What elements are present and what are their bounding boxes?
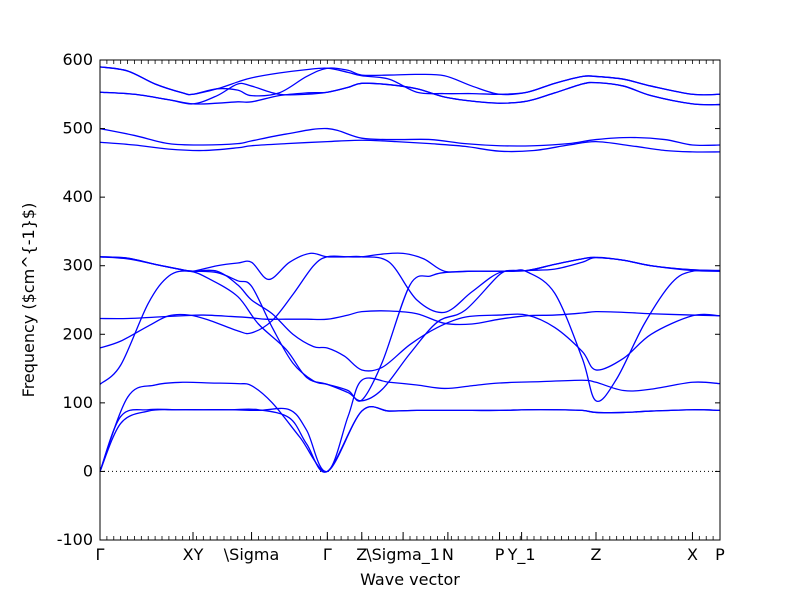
band-line-4 [99,269,721,402]
y-tick-label: 600 [62,50,93,69]
x-tick-label: P [715,545,725,564]
y-tick-label: -100 [57,530,93,549]
y-tick-label: 0 [83,461,93,480]
x-tick-label: \Sigma [224,545,280,564]
band-line-11 [99,127,721,147]
y-tick-label: 400 [62,187,93,206]
y-tick-label: 300 [62,256,93,275]
x-tick-label: Y_1 [507,545,536,565]
y-tick-labels: -100 0 100 200 300 400 500 600 [57,50,93,549]
band-line-9 [99,256,721,402]
x-tick-label: Γ [96,545,105,564]
band-line-6 [99,310,721,326]
x-tick-label: \Sigma_1 [366,545,440,565]
x-tick-labels: Γ XY \Sigma Γ Z\Sigma_1 N P Y_1 Z X P [96,545,726,565]
band-line-13 [99,81,721,106]
x-tick-label: X [687,545,698,564]
y-axis-title: Frequency ($cm^{-1}$) [19,203,38,398]
axis-ticks [99,59,721,541]
y-tick-label: 200 [62,324,93,343]
band-line-15 [99,66,721,97]
band-series-group [99,66,721,473]
y-tick-label: 500 [62,119,93,138]
x-tick-label: Z [591,545,602,564]
band-line-10 [99,139,721,153]
band-line-3 [99,377,721,473]
x-tick-label: N [442,545,454,564]
y-tick-label: 100 [62,393,93,412]
x-tick-label: P [495,545,505,564]
x-tick-label: Z [356,545,367,564]
band-line-2 [99,406,721,473]
x-axis-title: Wave vector [360,570,460,589]
x-tick-label: XY [183,545,204,564]
x-tick-label: Γ [323,545,332,564]
